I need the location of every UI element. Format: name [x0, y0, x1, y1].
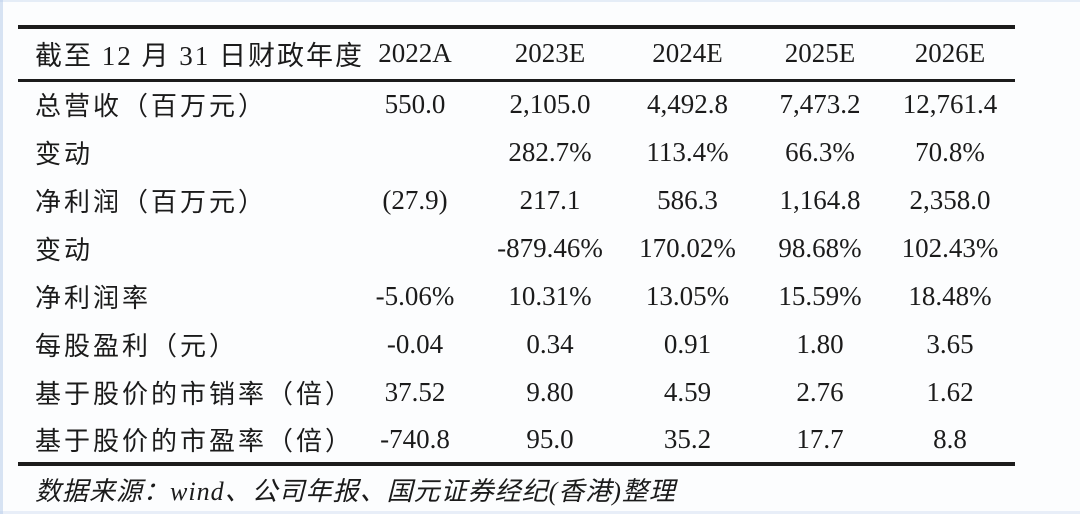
cell-value: 102.43% [901, 232, 999, 263]
table-header: 截至 12 月 31 日财政年度 2022A 2023E 2024E 2025E 2026… [18, 27, 1015, 80]
cell-value: -740.8 [380, 423, 450, 454]
header-row: 截至 12 月 31 日财政年度 2022A 2023E 2024E 2025E 2026… [18, 27, 1015, 80]
table-row: 变动 -879.46% 170.02% 98.68% 102.43% [18, 224, 1015, 272]
table-row: 净利润（百万元） (27.9) 217.1 586.3 1,164.8 2,358.0 [18, 176, 1015, 224]
header-year-2023E: 2023E [514, 38, 586, 69]
cell-value [350, 128, 480, 176]
cell-value: 1,164.8 [779, 184, 861, 215]
row-label: 净利润（百万元） [35, 187, 268, 217]
cell-value: 1.62 [926, 376, 974, 407]
row-label: 基于股价的市盈率（倍） [35, 426, 355, 456]
cell-value: 35.2 [663, 423, 712, 454]
table-footer: 数据来源：wind、公司年报、国元证券经纪(香港)整理 [18, 464, 1015, 512]
financial-forecast-table: 截至 12 月 31 日财政年度 2022A 2023E 2024E 2025E 2026… [18, 25, 1015, 512]
cell-value: 4,492.8 [647, 89, 728, 120]
table-row: 基于股价的市盈率（倍） -740.8 95.0 35.2 17.7 8.8 [18, 416, 1015, 464]
cell-value: 70.8% [915, 136, 985, 167]
page-edge-bottom [0, 511, 1080, 514]
cell-value: 8.8 [933, 423, 967, 454]
cell-value: 15.59% [778, 280, 862, 311]
cell-value: 2,358.0 [909, 184, 991, 215]
cell-value: 18.48% [908, 280, 992, 311]
table-row: 变动 282.7% 113.4% 66.3% 70.8% [18, 128, 1015, 176]
cell-value: 2.76 [796, 376, 844, 407]
cell-value: 66.3% [785, 136, 855, 167]
cell-value: 4.59 [663, 376, 712, 407]
cell-value: 10.31% [508, 280, 592, 311]
row-label: 总营收（百万元） [35, 92, 268, 122]
cell-value: 170.02% [639, 232, 736, 263]
row-label: 变动 [35, 235, 94, 265]
row-label: 基于股价的市销率（倍） [35, 379, 355, 409]
cell-value: 95.0 [526, 423, 574, 454]
header-year-2026E: 2026E [914, 38, 986, 69]
row-label: 变动 [35, 139, 94, 169]
cell-value: 586.3 [657, 184, 718, 215]
row-label: 净利润率 [35, 283, 152, 313]
cell-value: (27.9) [382, 184, 448, 215]
data-source-note: 数据来源：wind、公司年报、国元证券经纪(香港)整理 [35, 476, 676, 506]
cell-value: 2,105.0 [509, 89, 591, 120]
page-edge-left [0, 0, 3, 514]
table-row: 总营收（百万元） 550.0 2,105.0 4,492.8 7,473.2 12,761… [18, 80, 1015, 128]
header-year-2025E: 2025E [784, 38, 856, 69]
cell-value: -5.06% [375, 280, 455, 311]
header-year-2022A: 2022A [378, 38, 452, 69]
cell-value: -879.46% [497, 232, 603, 263]
source-row: 数据来源：wind、公司年报、国元证券经纪(香港)整理 [18, 464, 1015, 512]
table-row: 基于股价的市销率（倍） 37.52 9.80 4.59 2.76 1.62 [18, 368, 1015, 416]
cell-value: 113.4% [646, 136, 729, 167]
cell-value: 12,761.4 [902, 89, 998, 120]
cell-value: 98.68% [778, 232, 862, 263]
cell-value: 37.52 [384, 376, 446, 407]
cell-value: 282.7% [508, 136, 592, 167]
header-fiscal-year-label: 截至 12 月 31 日财政年度 [35, 41, 364, 72]
header-year-2024E: 2024E [652, 38, 723, 69]
cell-value: 13.05% [645, 280, 730, 311]
table-body: 总营收（百万元） 550.0 2,105.0 4,492.8 7,473.2 12,761… [18, 80, 1015, 464]
cell-value: 550.0 [384, 89, 446, 120]
table-row: 净利润率 -5.06% 10.31% 13.05% 15.59% 18.48% [18, 272, 1015, 320]
cell-value: 9.80 [526, 376, 574, 407]
cell-value: -0.04 [386, 328, 444, 359]
table-row: 每股盈利（元） -0.04 0.34 0.91 1.80 3.65 [18, 320, 1015, 368]
page-edge-top [0, 0, 1080, 2]
cell-value: 1.80 [796, 328, 844, 359]
row-label: 每股盈利（元） [35, 331, 239, 361]
cell-value: 217.1 [519, 184, 581, 215]
cell-value: 7,473.2 [779, 89, 861, 120]
cell-value: 0.34 [526, 328, 574, 359]
cell-value: 0.91 [663, 328, 712, 359]
cell-value: 3.65 [926, 328, 974, 359]
cell-value: 17.7 [796, 423, 844, 454]
cell-value [350, 224, 480, 272]
